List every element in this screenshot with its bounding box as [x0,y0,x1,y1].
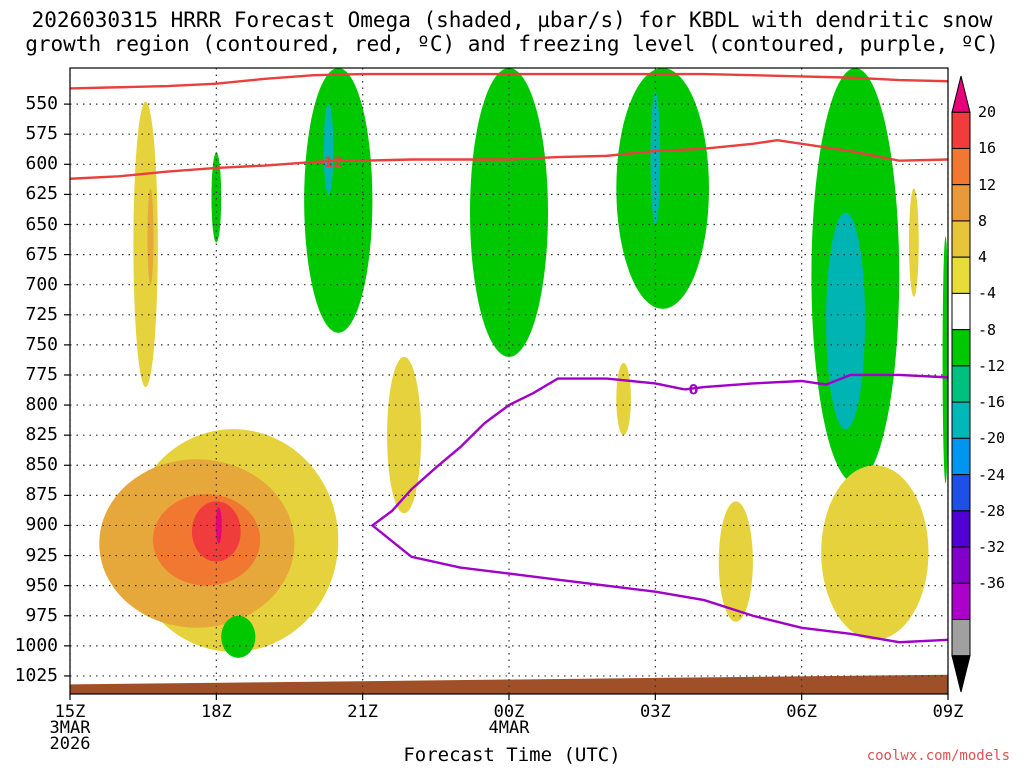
omega-region-1 [147,188,154,285]
ytick-label-950: 950 [25,574,58,596]
colorbar-label--12: -12 [978,356,1006,375]
colorbar-label--24: -24 [978,465,1006,484]
contour-line-2 [370,377,948,644]
xtick-label-year: 2026 [49,734,91,754]
colorbar-swatch-13 [951,546,971,584]
ytick-label-675: 675 [25,243,58,265]
omega-region-0 [133,101,158,388]
ytick-label-750: 750 [25,333,58,355]
colorbar-top-arrow [951,75,971,113]
xtick-label-06Z: 06Z [786,702,818,722]
omega-region-11 [650,92,661,225]
omega-region-7 [221,615,256,658]
xtick-label-09Z: 09Z [932,702,964,722]
omega-region-16 [821,465,929,640]
contour-label-2: 0 [689,382,699,398]
ytick-label-850: 850 [25,454,58,476]
ytick-label-725: 725 [25,303,58,325]
omega-region-2 [211,152,222,243]
xtick-label-03Z: 03Z [639,702,671,722]
ytick-label-650: 650 [25,213,58,235]
omega-region-13 [718,501,753,622]
x-axis-title: Forecast Time (UTC) [403,744,621,766]
xtick-label-21Z: 21Z [347,702,379,722]
omega-region-15 [826,212,866,430]
ytick-label-900: 900 [25,514,58,536]
colorbar-label--32: -32 [978,538,1006,557]
colorbar-label--20: -20 [978,429,1006,448]
xtick-label-15Z: 15Z [54,702,86,722]
colorbar-label--8: -8 [978,320,997,339]
colorbar-label--4: -4 [978,284,997,303]
colorbar-swatch-8 [951,365,971,403]
chart-title-line1: 2026030315 HRRR Forecast Omega (shaded, … [31,8,993,32]
colorbar-swatch-10 [951,437,971,476]
xtick-label-00Z: 00Z [493,702,525,722]
ytick-label-550: 550 [25,93,58,115]
axis-ticks [64,103,949,700]
omega-region-10 [616,68,709,309]
xtick-label-date: 3MAR [49,718,91,738]
colorbar-swatch-7 [951,329,971,367]
terrain-strip [70,674,948,694]
colorbar-label-8: 8 [978,211,988,230]
colorbar-swatch-15 [951,619,971,657]
colorbar-swatch-1 [951,111,971,149]
ytick-label-600: 600 [25,153,58,175]
colorbar-swatch-5 [951,256,971,294]
colorbar-swatch-4 [951,220,971,258]
colorbar-swatch-9 [951,401,971,439]
colorbar-swatch-14 [951,582,971,621]
colorbar-label-12: 12 [978,175,997,194]
ytick-label-625: 625 [25,183,58,205]
colorbar-swatch-2 [951,147,971,186]
ytick-label-1025: 1025 [14,664,58,686]
contour-line-3 [684,373,948,391]
ytick-label-925: 925 [25,544,58,566]
xtick-label-date: 4MAR [488,718,530,738]
ytick-label-800: 800 [25,394,58,416]
colorbar-label--36: -36 [978,574,1006,593]
contour-line-1 [70,139,948,180]
ytick-label-875: 875 [25,484,58,506]
omega-region-4 [323,104,334,195]
omega-region-8 [387,356,422,514]
contour-line-0 [70,72,948,90]
colorbar-label-16: 16 [978,139,997,158]
omega-region-3 [304,68,373,333]
colorbar [951,75,971,693]
omega-region-12 [616,362,631,436]
xtick-label-18Z: 18Z [200,702,232,722]
colorbar-swatch-12 [951,510,971,548]
colorbar-swatch-3 [951,184,971,222]
contour-label-1: -12 [318,155,343,171]
ytick-label-825: 825 [25,424,58,446]
colorbar-label--28: -28 [978,501,1006,520]
ytick-label-700: 700 [25,273,58,295]
colorbar-swatch-6 [951,292,971,331]
chart-title-line2: growth region (contoured, red, ºC) and f… [25,32,999,56]
ytick-label-775: 775 [25,363,58,385]
colorbar-label-20: 20 [978,103,997,122]
colorbar-swatch-11 [951,474,971,512]
contour-lines: -12 0 [70,72,948,644]
ytick-label-575: 575 [25,123,58,145]
colorbar-label-4: 4 [978,248,988,267]
omega-region-18 [942,236,948,484]
ytick-label-1000: 1000 [14,634,58,656]
colorbar-bottom-arrow [951,655,971,693]
colorbar-label--16: -16 [978,393,1006,412]
omega-region-6 [215,507,222,544]
omega-region-17 [908,188,919,297]
ytick-label-975: 975 [25,604,58,626]
site-label: coolwx.com/models [866,748,1010,764]
